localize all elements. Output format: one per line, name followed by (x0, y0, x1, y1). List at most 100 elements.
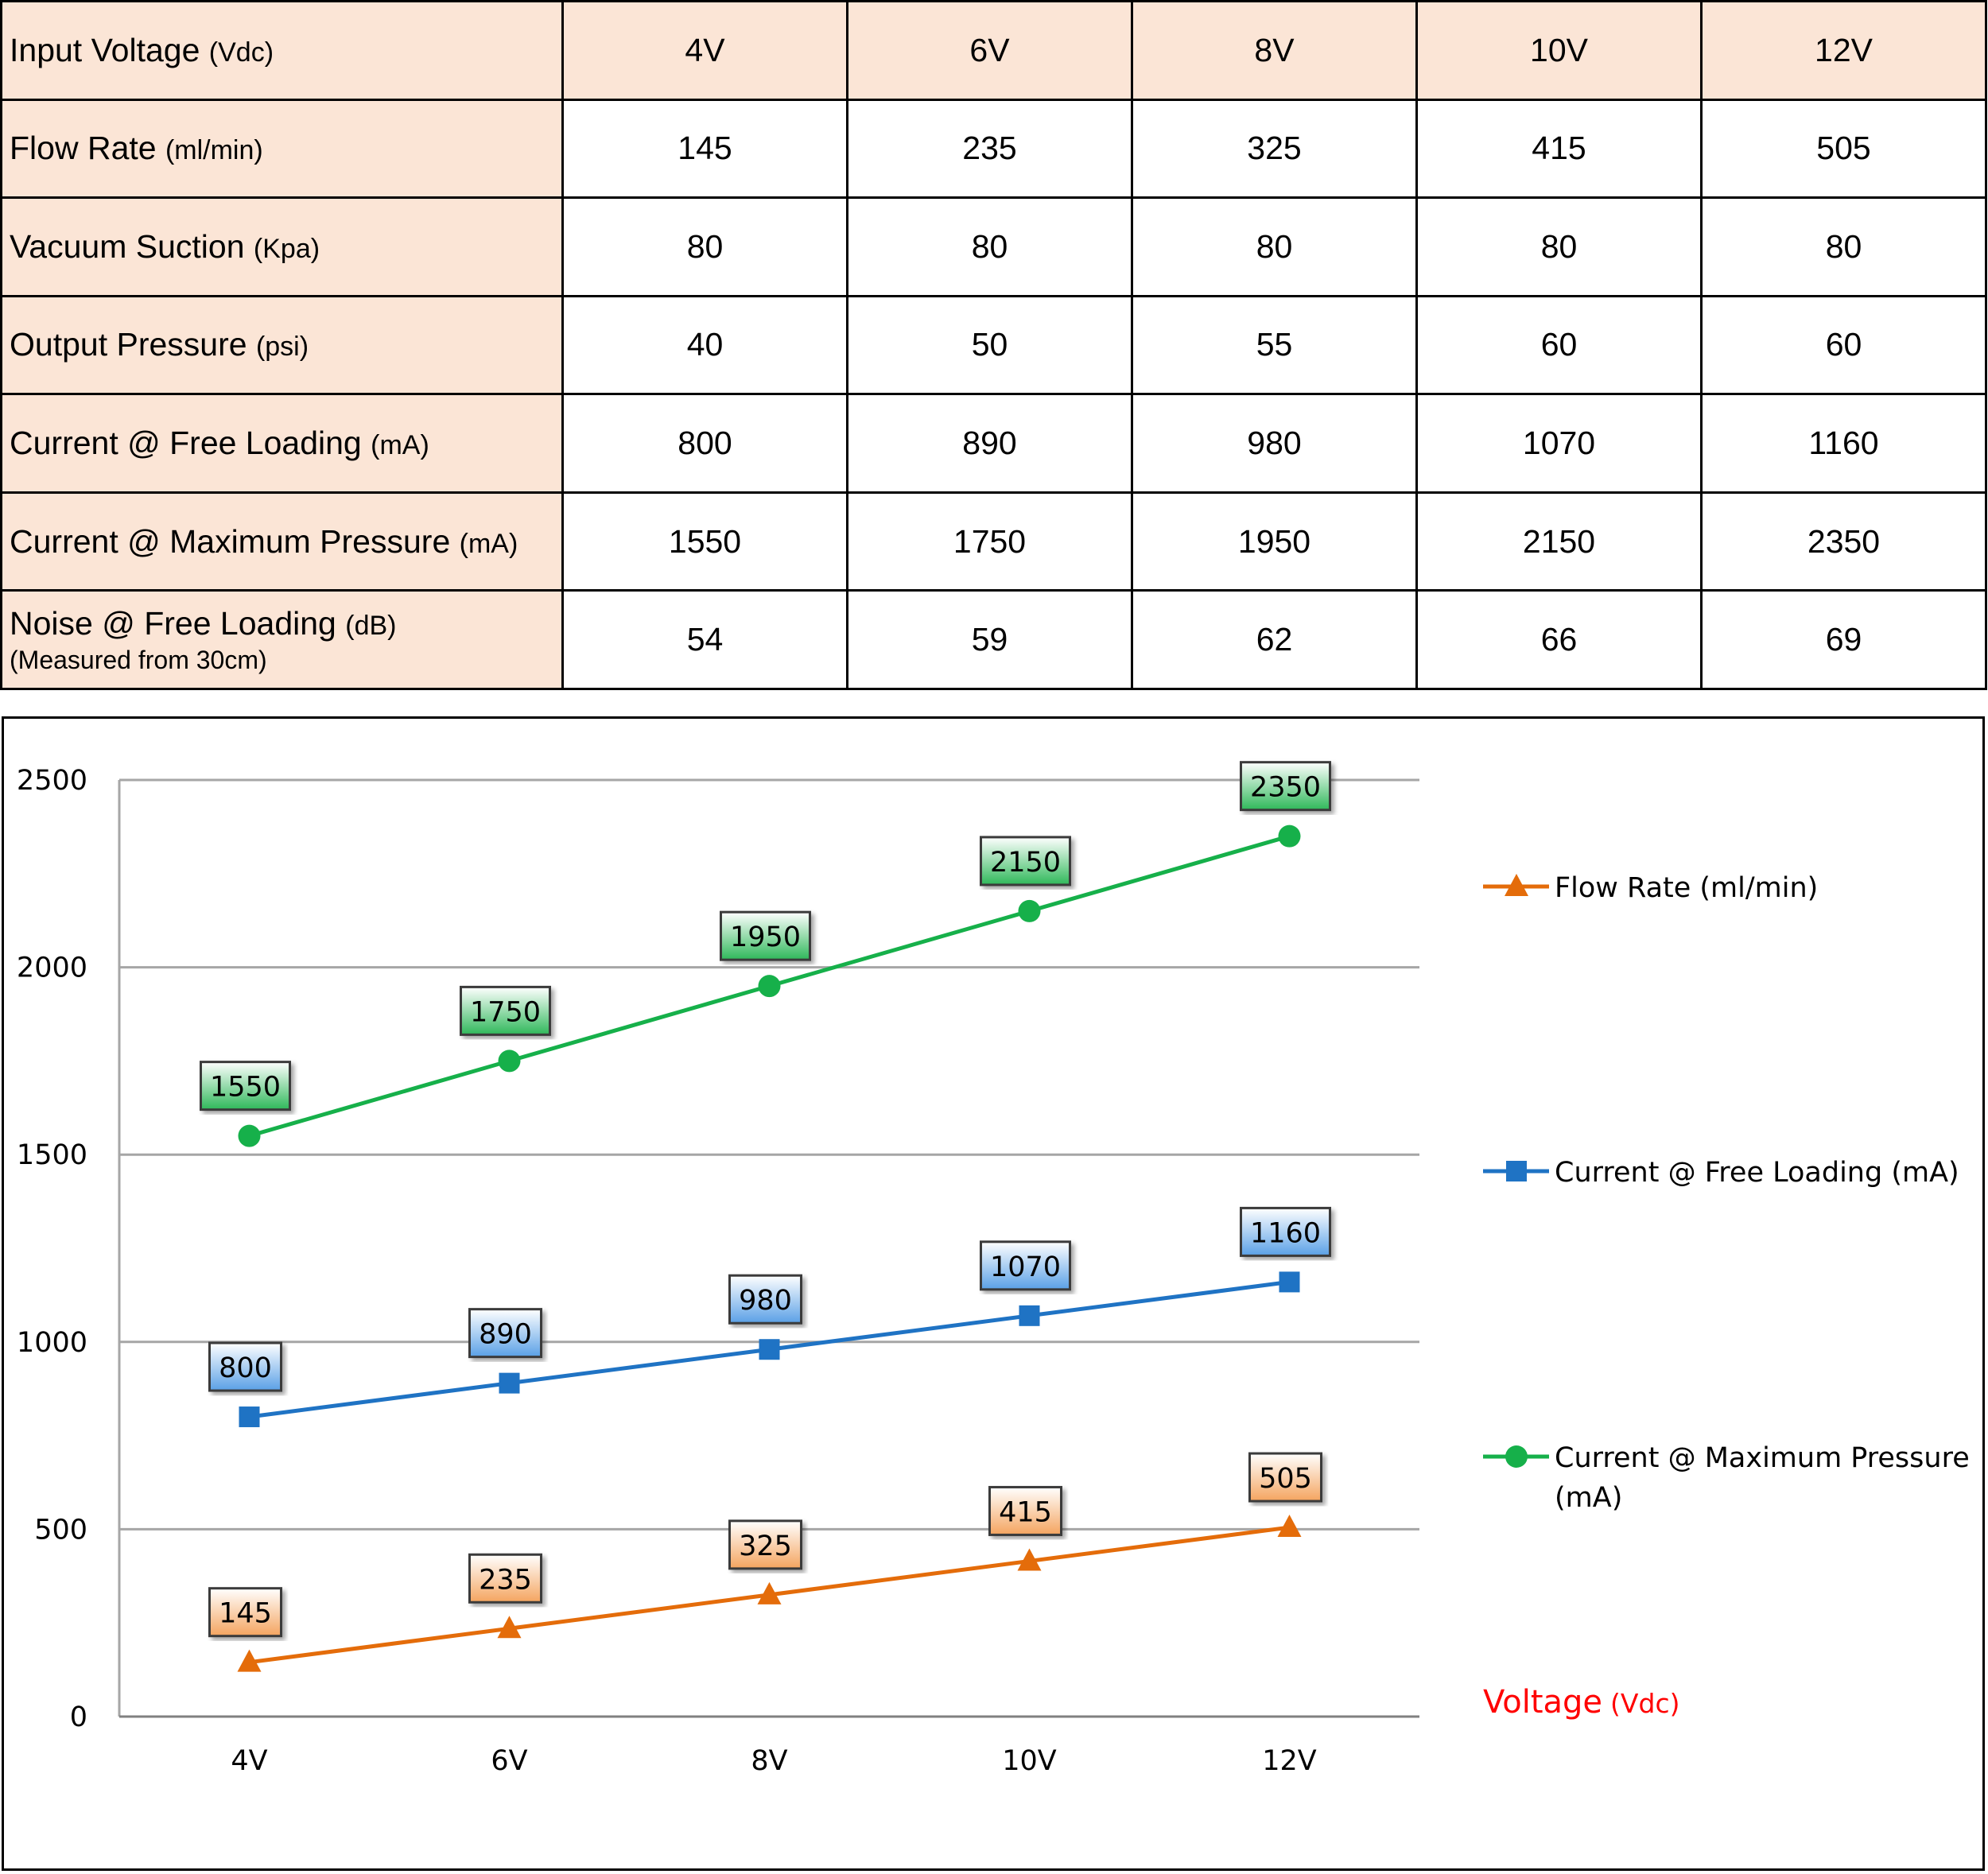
legend-label: (mA) (1555, 1482, 1622, 1514)
data-point (758, 975, 781, 998)
table-cell: 55 (1131, 294, 1418, 396)
x-axis-title-unit: (Vdc) (1610, 1688, 1679, 1719)
chart-container: 0 500 1000 1500 2000 2500 4V 6V 8V 10V 12V 145 235 3… (2, 716, 1985, 1871)
table-cell: 890 (846, 393, 1133, 494)
row-note: (Measured from 30cm) (10, 645, 267, 674)
data-point (757, 1581, 782, 1604)
table-cell: 1550 (561, 491, 848, 592)
table-cell: 1950 (1131, 491, 1418, 592)
data-label: 2150 (990, 847, 1061, 879)
data-label: 505 (1259, 1463, 1312, 1495)
x-axis-title: Voltage (Vdc) (1483, 1684, 1679, 1721)
row-label-cell: Current @ Free Loading (mA) (0, 393, 564, 494)
row-label: Noise @ Free Loading (10, 604, 336, 642)
table-cell: 325 (1131, 98, 1418, 200)
data-label: 1950 (730, 921, 801, 953)
spec-table: Input Voltage (Vdc) 4V 6V 8V 10V 12V Flo… (0, 0, 1987, 690)
x-tick-label: 6V (491, 1745, 527, 1777)
legend-marker (1505, 874, 1528, 896)
data-point (498, 1050, 521, 1073)
row-label-cell: Output Pressure (psi) (0, 294, 564, 396)
data-label: 2350 (1250, 772, 1321, 804)
table-cell: 62 (1131, 589, 1418, 690)
header-unit: (Vdc) (208, 37, 274, 68)
table-cell: 40 (561, 294, 848, 396)
data-label-box (728, 1519, 802, 1570)
table-cell: 66 (1415, 589, 1703, 690)
data-label: 415 (999, 1496, 1052, 1528)
row-unit: (ml/min) (165, 135, 263, 166)
data-label: 890 (479, 1319, 532, 1351)
data-point (499, 1372, 520, 1394)
data-label: 1160 (1250, 1217, 1321, 1249)
series-lines (237, 824, 1302, 1672)
table-cell: 80 (561, 196, 848, 297)
data-label-box (980, 836, 1071, 887)
data-point (1018, 899, 1041, 922)
table-row: Output Pressure (psi) 40 50 55 60 60 (0, 294, 1987, 396)
row-label-cell: Noise @ Free Loading (dB) (Measured from … (0, 589, 564, 690)
column-header: 12V (1700, 0, 1987, 101)
data-label-box (460, 985, 551, 1036)
row-label: Flow Rate (10, 130, 157, 167)
data-point (239, 1406, 260, 1428)
header-label: Input Voltage (10, 31, 200, 68)
table-cell: 980 (1131, 393, 1418, 494)
row-label: Current @ Free Loading (10, 425, 362, 462)
table-row: Current @ Maximum Pressure (mA) 1550 1750 1… (0, 491, 1987, 592)
data-label-box (980, 1240, 1071, 1291)
legend-label: Current @ Maximum Pressure (1555, 1442, 1970, 1474)
table-row: Noise @ Free Loading (dB) (Measured from … (0, 589, 1987, 690)
data-labels: 145 235 325 415 505 800 890 980 1070 1160 1550 1750… (200, 761, 1331, 1638)
y-tick-label: 1000 (17, 1327, 87, 1359)
table-cell: 60 (1700, 294, 1987, 396)
y-tick-label: 2000 (17, 953, 87, 984)
legend-marker (1505, 1445, 1528, 1468)
legend-label: Flow Rate (ml/min) (1555, 872, 1818, 904)
row-unit: (mA) (459, 528, 518, 559)
table-row: Current @ Free Loading (mA) 800 890 980 1070… (0, 393, 1987, 494)
table-cell: 415 (1415, 98, 1703, 200)
data-label: 235 (479, 1564, 532, 1596)
table-cell: 54 (561, 589, 848, 690)
table-cell: 2350 (1700, 491, 1987, 592)
data-label: 980 (739, 1285, 792, 1317)
line-chart: 0 500 1000 1500 2000 2500 4V 6V 8V 10V 12V 145 235 3… (17, 761, 1970, 1777)
x-tick-label: 12V (1262, 1745, 1317, 1777)
table-row: Flow Rate (ml/min) 145 235 325 415 505 (0, 98, 1987, 200)
x-tick-label: 10V (1002, 1745, 1057, 1777)
spec-table-body: Input Voltage (Vdc) 4V 6V 8V 10V 12V Flo… (0, 0, 1987, 690)
table-cell: 80 (846, 196, 1133, 297)
row-label: Current @ Maximum Pressure (10, 522, 451, 560)
data-point (497, 1616, 522, 1639)
table-cell: 145 (561, 98, 848, 200)
data-label: 800 (219, 1352, 272, 1384)
row-label-cell: Flow Rate (ml/min) (0, 98, 564, 200)
x-tick-label: 8V (751, 1745, 787, 1777)
header-label-cell: Input Voltage (Vdc) (0, 0, 564, 101)
row-label: Vacuum Suction (10, 227, 245, 265)
row-unit: (Kpa) (253, 233, 320, 264)
table-cell: 235 (846, 98, 1133, 200)
y-tick-label: 0 (70, 1701, 87, 1733)
data-label: 1750 (470, 996, 541, 1028)
column-header: 4V (561, 0, 848, 101)
table-header-row: Input Voltage (Vdc) 4V 6V 8V 10V 12V (0, 0, 1987, 101)
data-point (1277, 1515, 1302, 1538)
row-label-cell: Current @ Maximum Pressure (mA) (0, 491, 564, 592)
data-label-box (1240, 761, 1331, 812)
row-unit: (psi) (255, 332, 309, 363)
x-axis-title-main: Voltage (1483, 1684, 1602, 1721)
table-cell: 50 (846, 294, 1133, 396)
table-cell: 2150 (1415, 491, 1703, 592)
y-tick-label: 2500 (17, 765, 87, 797)
data-point (237, 1649, 262, 1672)
table-cell: 59 (846, 589, 1133, 690)
column-header: 10V (1415, 0, 1703, 101)
data-point (1278, 824, 1301, 848)
data-label-box (208, 1587, 282, 1638)
legend-marker (1506, 1161, 1527, 1181)
data-label-box (200, 1061, 291, 1112)
table-cell: 80 (1415, 196, 1703, 297)
data-label-box (208, 1341, 282, 1392)
